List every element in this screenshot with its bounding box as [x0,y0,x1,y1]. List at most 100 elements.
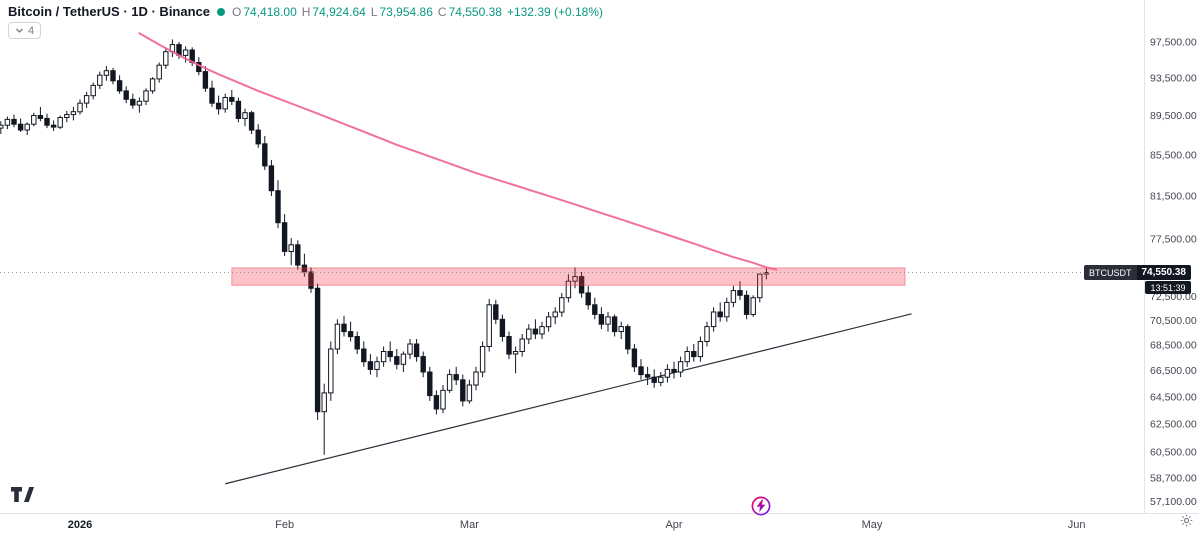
close-value: 74,550.38 [448,4,502,19]
time-tick-label[interactable]: Jun [1068,519,1086,531]
candle-body [110,70,116,82]
price-tick-label[interactable]: 57,100.00 [1150,496,1197,508]
ma-line-layer[interactable] [138,32,778,271]
candle-body [644,374,651,378]
candle-body [664,368,671,378]
price-tick-label[interactable]: 64,500.00 [1150,391,1197,403]
ma-line [138,32,778,271]
candle-body [433,395,440,410]
price-tick-label[interactable]: 66,500.00 [1150,365,1197,377]
time-tick-label[interactable]: Feb [275,519,294,531]
candle-body [103,70,110,76]
candle-body [493,304,499,320]
time-tick-label[interactable]: May [862,519,883,531]
candle-body [222,97,228,110]
candle-body [130,98,136,106]
price-tick-label[interactable]: 81,500.00 [1150,191,1197,203]
candle-body [605,316,611,325]
candle-body [242,112,248,119]
candle-body [215,102,222,110]
candle-body [83,95,90,104]
candle-body [156,64,162,80]
trendline-layer[interactable] [225,313,912,485]
candle-body [248,112,255,131]
candle-body [334,323,341,350]
candle-body [578,276,585,294]
candle-body [149,78,156,92]
lightning-icon[interactable] [751,496,771,521]
candle-body [262,143,268,167]
candle-body [460,379,466,402]
candle-body [611,316,618,333]
candle-body [321,392,327,413]
time-tick-label[interactable]: 2026 [68,519,92,531]
object-tree-collapse-button[interactable]: 4 [8,22,42,39]
candle-body [466,384,473,402]
candle-body [328,348,334,394]
price-tick-label[interactable]: 85,500.00 [1150,149,1197,161]
candle-body [347,331,354,338]
time-tick-label[interactable]: Mar [460,519,479,531]
candle-body [724,301,730,318]
candle-body [545,316,552,328]
time-tick-label[interactable]: Apr [665,519,682,531]
price-tick-label[interactable]: 77,500.00 [1150,234,1197,246]
candle-body [446,374,453,391]
symbol-title[interactable]: Bitcoin / TetherUS · 1D · Binance [8,4,211,19]
candle-body [440,389,446,410]
candle-body [763,272,770,275]
candle-body [677,361,684,373]
axis-settings-icon[interactable] [1180,514,1193,532]
price-tick-label[interactable]: 72,500.00 [1150,291,1197,303]
candle-body [631,348,638,368]
price-tick-label[interactable]: 60,500.00 [1150,446,1197,458]
candle-body [585,292,591,306]
candle-body [143,90,149,102]
candle-body [506,336,512,355]
candle-body [407,343,413,355]
candle-body [420,356,426,373]
candle-body [539,326,545,335]
candle-body [0,124,4,129]
price-tick-label[interactable]: 68,500.00 [1150,340,1197,352]
candle-body [526,328,532,340]
price-label-value: 74,550.38 [1136,265,1191,280]
tradingview-logo[interactable] [11,487,34,507]
candle-body [380,351,387,363]
candle-body [229,97,235,102]
candle-body [90,84,96,97]
candle-body [123,90,129,100]
candle-body [314,287,321,413]
candle-body [743,294,750,315]
resistance-zone-layer[interactable] [231,267,906,286]
open-label: O [232,4,242,19]
candle-body [308,271,314,289]
support-trendline [225,313,912,485]
price-tick-label[interactable]: 58,700.00 [1150,472,1197,484]
open-value: 74,418.00 [243,4,297,19]
candle-body [750,297,756,316]
candle-body [757,273,763,299]
price-tick-label[interactable]: 70,500.00 [1150,315,1197,327]
candle-body [394,356,400,365]
price-tick-label[interactable]: 93,500.00 [1150,73,1197,85]
candle-body [367,361,374,370]
candle-body [57,117,63,128]
candle-body [11,118,17,125]
ohlc-readout: O 74,418.00 H 74,924.64 L 73,954.86 C 74… [232,5,603,19]
price-tick-label[interactable]: 97,500.00 [1150,37,1197,49]
price-tick-label[interactable]: 89,500.00 [1150,110,1197,122]
high-value: 74,924.64 [312,4,366,19]
candle-body [512,351,519,355]
candle-body [592,304,598,315]
candle-body [486,304,492,347]
candle-body [717,311,723,318]
current-price-label[interactable]: BTCUSDT 74,550.38 [1084,265,1191,280]
candle-body [361,348,367,363]
candle-body [70,111,77,116]
price-tick-label[interactable]: 62,500.00 [1150,419,1197,431]
candle-body [77,102,83,113]
